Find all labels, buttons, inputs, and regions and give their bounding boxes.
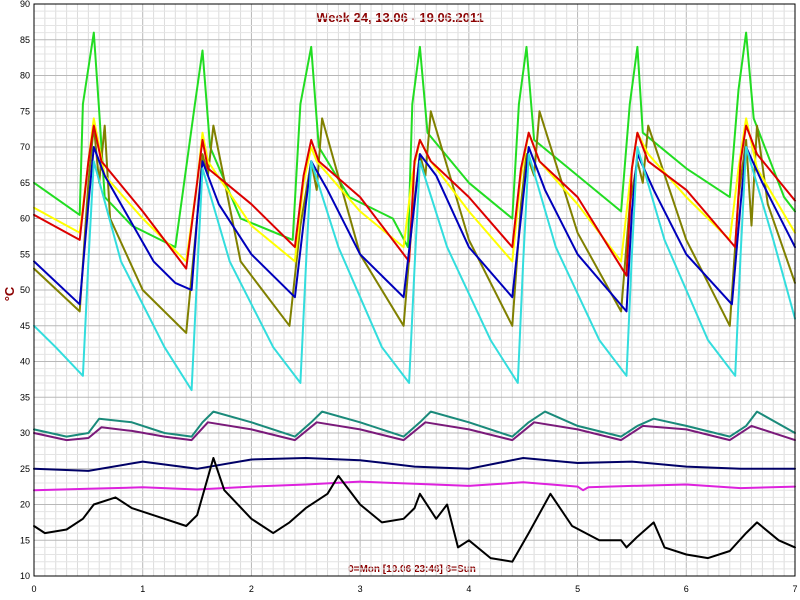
series-line-10 <box>33 480 796 492</box>
series-line-5 <box>33 146 796 313</box>
series-line-9 <box>33 457 796 472</box>
x-axis-label: 0=Mon [19.06 23:46] 6=Sun <box>348 564 476 575</box>
series-line-4 <box>33 124 796 277</box>
y-tick-label: 20 <box>20 500 30 510</box>
x-tick-label: 7 <box>792 584 797 594</box>
x-tick-label: 0 <box>31 584 36 594</box>
x-tick-label: 5 <box>575 584 580 594</box>
x-tick-label: 1 <box>140 584 145 594</box>
y-axis-label: °C <box>2 286 17 301</box>
y-tick-label: 75 <box>20 106 30 116</box>
series-lines <box>33 31 796 563</box>
x-axis-ticks: 0 1 2 3 4 5 6 7 <box>31 584 797 594</box>
y-tick-label: 15 <box>20 535 30 545</box>
series-line-6 <box>33 146 796 392</box>
y-tick-label: 60 <box>20 214 30 224</box>
x-tick-label: 4 <box>466 584 471 594</box>
chart-title: Week 24, 13.06 - 19.06.2011 <box>316 10 483 25</box>
y-tick-label: 45 <box>20 321 30 331</box>
y-tick-label: 85 <box>20 35 30 45</box>
y-axis-ticks: 10 15 20 25 30 35 40 45 50 55 60 65 70 75 80 85 90 <box>20 0 30 581</box>
y-tick-label: 70 <box>20 142 30 152</box>
y-tick-label: 50 <box>20 285 30 295</box>
y-tick-label: 80 <box>20 71 30 81</box>
series-line-8 <box>33 421 796 442</box>
y-tick-label: 10 <box>20 571 30 581</box>
series-line-1 <box>33 31 796 249</box>
y-tick-label: 65 <box>20 178 30 188</box>
y-tick-label: 55 <box>20 249 30 259</box>
x-tick-label: 3 <box>358 584 363 594</box>
plot-frame <box>33 3 796 577</box>
y-tick-label: 40 <box>20 357 30 367</box>
y-tick-label: 35 <box>20 392 30 402</box>
y-tick-label: 25 <box>20 464 30 474</box>
x-tick-label: 6 <box>684 584 689 594</box>
grid <box>33 3 796 577</box>
y-tick-label: 30 <box>20 428 30 438</box>
x-tick-label: 2 <box>249 584 254 594</box>
series-line-11 <box>33 457 796 563</box>
y-tick-label: 90 <box>20 0 30 9</box>
series-line-7 <box>33 410 796 438</box>
